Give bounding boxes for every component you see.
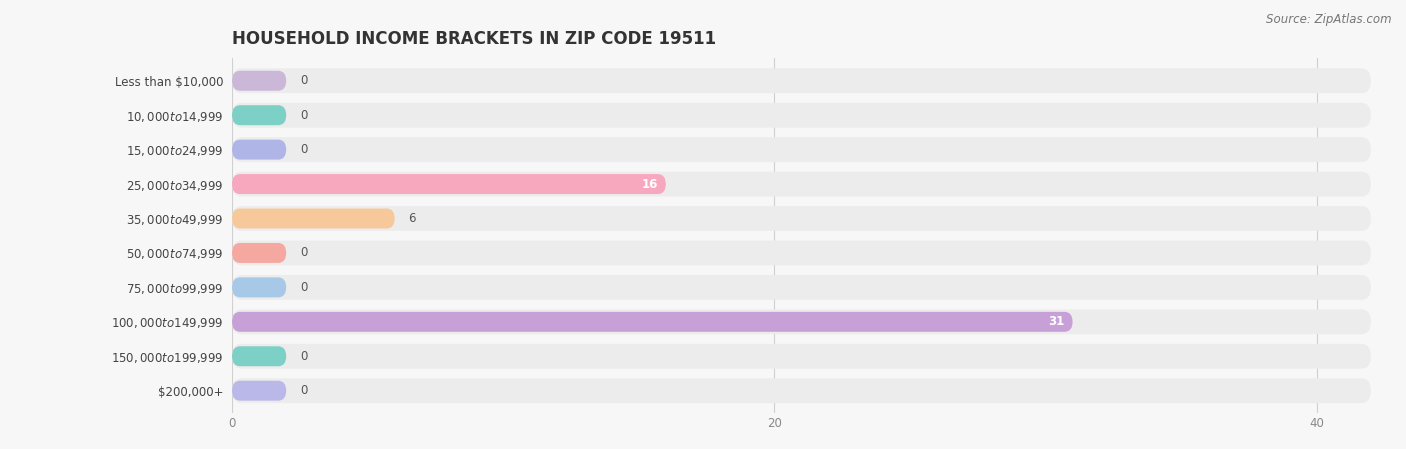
FancyBboxPatch shape	[232, 243, 287, 263]
FancyBboxPatch shape	[232, 208, 395, 229]
FancyBboxPatch shape	[232, 275, 1371, 300]
FancyBboxPatch shape	[232, 68, 1371, 93]
FancyBboxPatch shape	[232, 346, 287, 366]
Text: 0: 0	[299, 281, 307, 294]
Text: 31: 31	[1049, 315, 1064, 328]
Text: 0: 0	[299, 350, 307, 363]
Text: 16: 16	[641, 177, 658, 190]
Text: 0: 0	[299, 143, 307, 156]
FancyBboxPatch shape	[232, 309, 1371, 334]
FancyBboxPatch shape	[232, 71, 287, 91]
FancyBboxPatch shape	[232, 137, 1371, 162]
Text: HOUSEHOLD INCOME BRACKETS IN ZIP CODE 19511: HOUSEHOLD INCOME BRACKETS IN ZIP CODE 19…	[232, 31, 716, 48]
FancyBboxPatch shape	[232, 312, 1073, 332]
FancyBboxPatch shape	[232, 379, 1371, 403]
Text: 0: 0	[299, 74, 307, 87]
Text: 0: 0	[299, 109, 307, 122]
FancyBboxPatch shape	[232, 206, 1371, 231]
FancyBboxPatch shape	[232, 172, 1371, 197]
FancyBboxPatch shape	[232, 344, 1371, 369]
Text: 0: 0	[299, 247, 307, 260]
FancyBboxPatch shape	[232, 140, 287, 159]
FancyBboxPatch shape	[232, 381, 287, 401]
FancyBboxPatch shape	[232, 277, 287, 297]
FancyBboxPatch shape	[232, 103, 1371, 128]
FancyBboxPatch shape	[232, 241, 1371, 265]
Text: 6: 6	[408, 212, 416, 225]
Text: Source: ZipAtlas.com: Source: ZipAtlas.com	[1267, 13, 1392, 26]
FancyBboxPatch shape	[232, 105, 287, 125]
Text: 0: 0	[299, 384, 307, 397]
FancyBboxPatch shape	[232, 174, 666, 194]
